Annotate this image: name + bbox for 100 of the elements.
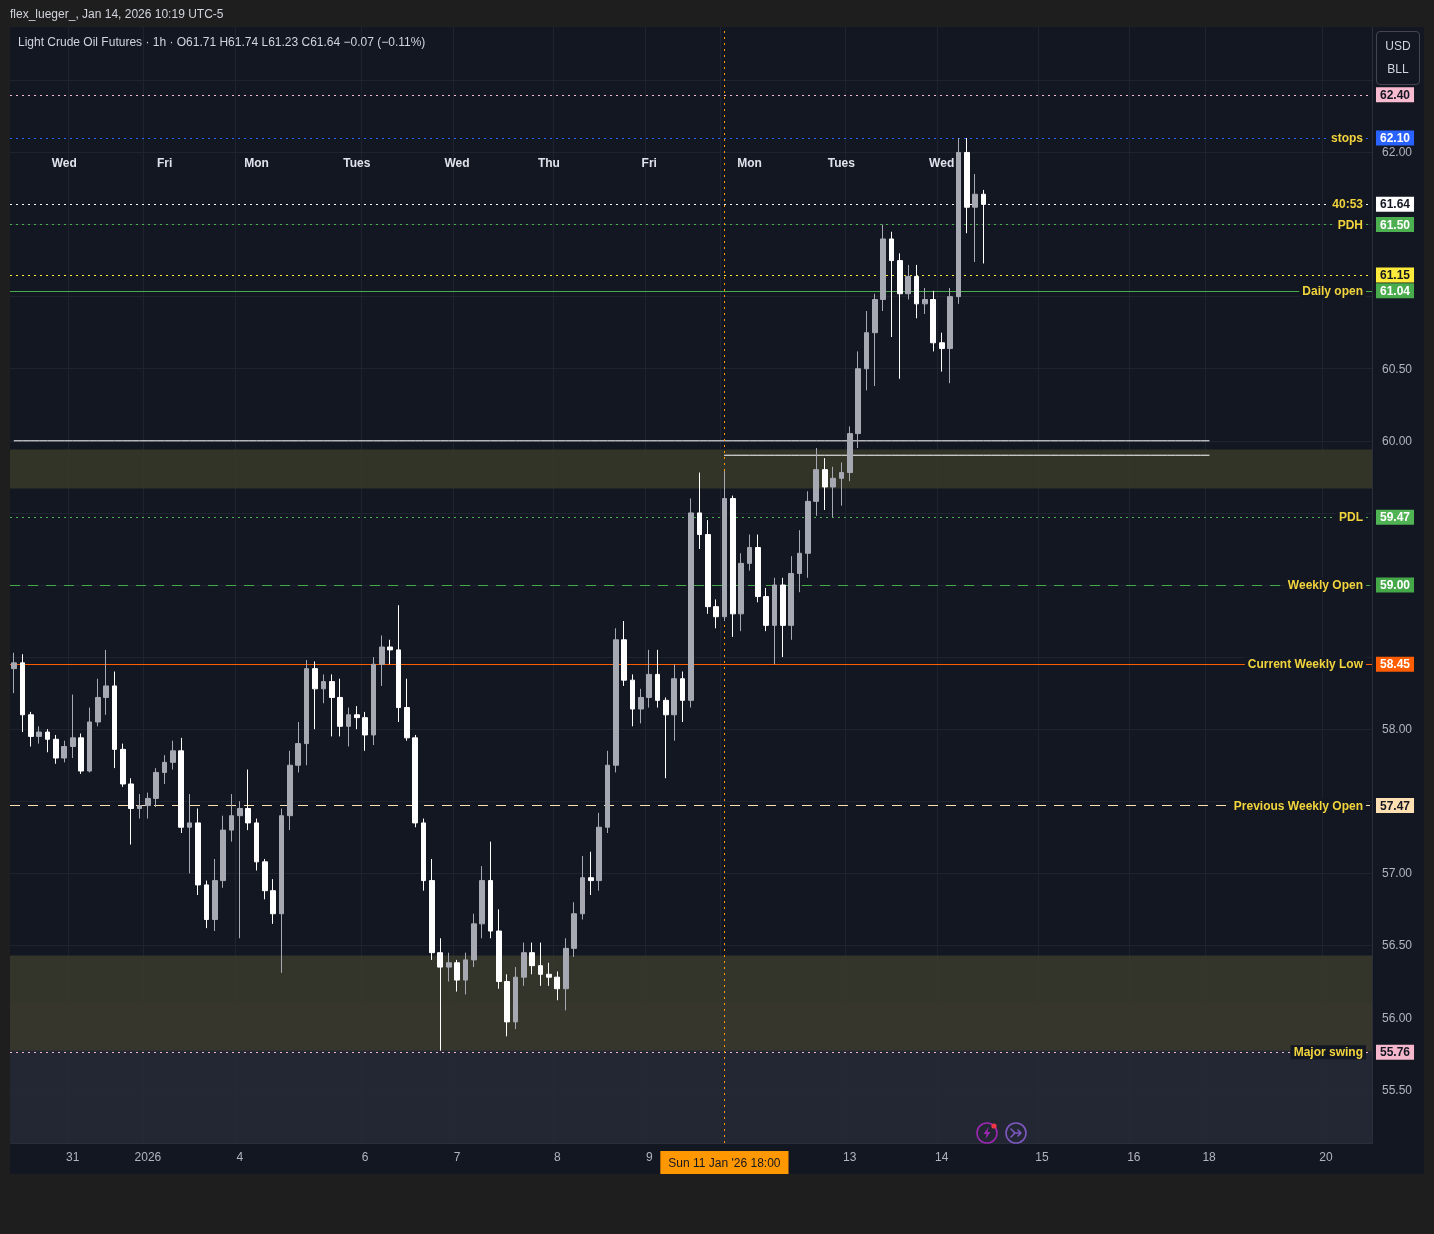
- candlestick: [671, 663, 677, 742]
- y-axis-title: USD BLL: [1376, 31, 1420, 85]
- annotation: Thu: [537, 156, 560, 170]
- candlestick: [45, 728, 50, 753]
- candlestick: [78, 733, 84, 775]
- candlestick: [446, 952, 452, 983]
- x-tick-label: 13: [843, 1150, 857, 1164]
- y-tick-label: 56.50: [1382, 938, 1413, 953]
- candlestick: [279, 807, 284, 974]
- annotation: Major swing: [1293, 1045, 1363, 1060]
- candlestick: [488, 841, 493, 939]
- candlestick: [128, 777, 134, 846]
- candlestick: [270, 878, 276, 925]
- candlestick: [697, 472, 702, 550]
- ref-line-label: 61.64: [1380, 197, 1411, 212]
- candlestick: [922, 287, 928, 315]
- x-tick-label: 8: [553, 1150, 561, 1164]
- candlestick: [813, 447, 819, 517]
- ref-line-label: 58.45: [1380, 657, 1411, 672]
- candlestick: [613, 627, 619, 773]
- annotation: stops: [1330, 131, 1364, 146]
- candlestick: [847, 425, 853, 482]
- candlestick: [738, 552, 744, 632]
- candlestick: [412, 734, 418, 828]
- annotation: Wed: [929, 156, 955, 170]
- candlestick: [145, 792, 151, 820]
- ref-line-label: 62.40: [1380, 87, 1411, 102]
- candlestick: [195, 807, 201, 896]
- candlestick: [463, 952, 468, 995]
- candlestick: [170, 740, 176, 771]
- candlestick: [939, 332, 945, 373]
- ref-line-label: 55.76: [1380, 1045, 1411, 1060]
- annotation: Daily open: [1302, 283, 1363, 298]
- candlestick: [580, 855, 585, 921]
- candlestick: [780, 577, 786, 658]
- candlestick: [638, 688, 644, 724]
- ref-line-label: 62.10: [1380, 131, 1411, 146]
- annotation: Fri: [156, 156, 173, 170]
- candlestick: [772, 577, 777, 665]
- candlestick: [947, 287, 953, 384]
- x-tick-label: 15: [1035, 1150, 1049, 1164]
- candlestick: [605, 750, 610, 834]
- annotation: Fri: [641, 156, 657, 170]
- candlestick: [254, 818, 259, 871]
- candlestick: [546, 962, 552, 987]
- candlestick: [404, 678, 410, 742]
- candlestick: [429, 858, 435, 961]
- candlestick: [747, 534, 752, 572]
- candlestick: [588, 851, 594, 896]
- candlestick: [571, 901, 577, 958]
- x-tick-label: 14: [935, 1150, 949, 1164]
- candlestick: [713, 598, 719, 629]
- candlestick: [387, 639, 393, 665]
- candlestick: [513, 966, 518, 1030]
- candlestick: [61, 740, 67, 763]
- text: Light Crude Oil Futures · 1h · O61.71 H61.74 L61.23 C61.64 −0.07 (−0.11%): [18, 35, 426, 49]
- candlestick: [905, 264, 911, 301]
- candlestick: [103, 649, 109, 716]
- ref-line-label: 57.47: [1380, 798, 1411, 813]
- candlestick: [329, 673, 335, 737]
- candlestick: [120, 743, 126, 788]
- ref-line-label: 61.04: [1380, 283, 1411, 298]
- candlestick: [822, 457, 828, 511]
- candlestick: [245, 769, 251, 831]
- x-tick-label: 7: [453, 1150, 461, 1164]
- candlestick: [630, 673, 635, 727]
- candlestick: [722, 470, 727, 622]
- annotation: Mon: [737, 156, 762, 170]
- candlestick: [11, 652, 17, 694]
- annotation: Wed: [51, 156, 77, 170]
- candlestick: [663, 696, 669, 779]
- candlestick: [521, 942, 527, 987]
- candlestick: [354, 705, 360, 730]
- ref-line-label: 61.15: [1380, 268, 1411, 282]
- annotation: PDL: [1339, 510, 1363, 525]
- candlestick: [596, 812, 602, 892]
- candlestick: [396, 604, 401, 723]
- candlestick: [655, 649, 660, 709]
- x-tick-label: 31: [65, 1150, 80, 1164]
- candlestick: [36, 725, 42, 745]
- candlestick: [295, 721, 301, 773]
- candlestick: [53, 734, 59, 765]
- candlestick: [705, 519, 711, 615]
- candlestick: [137, 793, 142, 820]
- candlestick: [880, 224, 886, 312]
- candlestick: [220, 815, 226, 889]
- x-tick-label: 18: [1202, 1150, 1217, 1164]
- candlestick: [454, 959, 460, 993]
- candlestick: [981, 189, 986, 264]
- candlestick: [337, 678, 343, 737]
- candlestick: [621, 620, 627, 687]
- candlestick: [830, 466, 836, 518]
- y-tick-label: 56.00: [1382, 1010, 1413, 1025]
- y-tick-label: 62.00: [1382, 145, 1413, 160]
- ref-line-label: 59.47: [1380, 510, 1411, 525]
- candlestick: [87, 707, 92, 773]
- candlestick: [28, 711, 34, 747]
- annotation: Tues: [343, 156, 371, 170]
- candlestick: [437, 937, 443, 1052]
- candlestick: [346, 707, 351, 747]
